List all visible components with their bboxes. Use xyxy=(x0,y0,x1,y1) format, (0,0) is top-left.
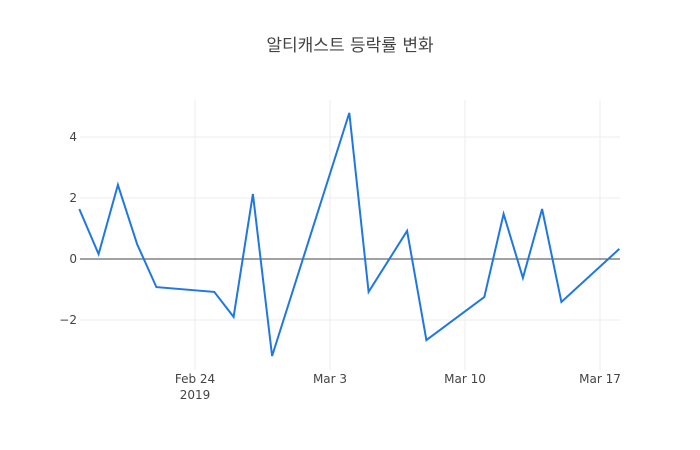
x-tick-label: Mar 3 xyxy=(313,372,347,386)
y-tick-label: −2 xyxy=(59,313,77,327)
y-tick-label: 0 xyxy=(69,252,77,266)
x-tick-year-label: 2019 xyxy=(180,388,211,402)
chart-title: 알티캐스트 등락률 변화 xyxy=(266,36,434,56)
x-tick-label: Feb 24 xyxy=(175,372,215,386)
series-line[interactable] xyxy=(78,112,620,357)
x-tick-label: Mar 17 xyxy=(579,372,621,386)
y-tick-label: 4 xyxy=(69,130,77,144)
y-tick-label: 2 xyxy=(69,191,77,205)
x-tick-label: Mar 10 xyxy=(444,372,486,386)
